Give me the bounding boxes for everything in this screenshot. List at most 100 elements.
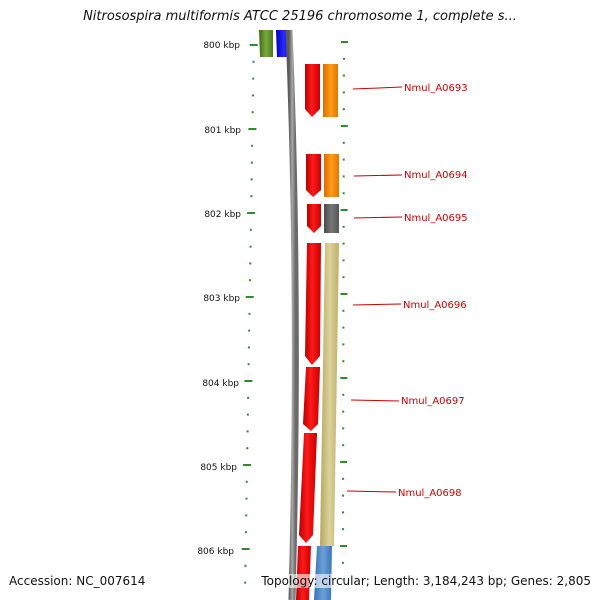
scale-tick	[342, 158, 345, 161]
gene-arrow-nmul-a0696[interactable]	[305, 243, 321, 365]
scale-tick	[245, 480, 248, 483]
scale-tick	[340, 293, 348, 295]
scale-tick	[342, 57, 345, 60]
scale-tick	[342, 393, 345, 396]
gene-label-nmul-a0698[interactable]: Nmul_A0698	[398, 488, 462, 499]
scale-tick	[342, 410, 345, 413]
scale-tick	[342, 360, 345, 363]
scale-tick	[249, 245, 252, 248]
scale-tick	[341, 561, 344, 564]
scale-tick	[248, 279, 251, 282]
scale-tick	[342, 108, 345, 111]
scale-tick	[342, 528, 345, 531]
scale-tick	[244, 531, 247, 534]
scale-tick	[247, 363, 250, 366]
scale-tick	[342, 175, 345, 178]
category-bar-nmul-a0693[interactable]	[323, 64, 338, 117]
gene-label-nmul-a0694[interactable]: Nmul_A0694	[404, 170, 468, 181]
category-bar-next[interactable]	[314, 546, 332, 600]
scale-tick	[340, 125, 348, 127]
scale-tick	[246, 447, 249, 450]
scale-tick	[250, 195, 253, 198]
scale-tick	[246, 413, 249, 416]
scale-tick	[340, 461, 348, 463]
gene-arrow-nmul-a0694[interactable]	[306, 154, 321, 197]
scale-tick	[339, 545, 347, 547]
kbp-label: 803 kbp	[203, 294, 240, 304]
kbp-label: 805 kbp	[200, 463, 237, 473]
category-bar-nmul-a0694[interactable]	[324, 154, 339, 197]
gene-label-nmul-a0693[interactable]: Nmul_A0693	[404, 83, 468, 94]
kbp-label: 806 kbp	[197, 547, 234, 557]
scale-tick	[342, 242, 345, 245]
scale-tick	[342, 343, 345, 346]
scale-tick	[342, 309, 345, 312]
scale-tick	[250, 178, 253, 181]
scale-tick	[251, 111, 254, 114]
topology-text: Topology: circular; Length: 3,184,243 bp…	[261, 574, 591, 588]
map-title: Nitrosospira multiformis ATCC 25196 chro…	[83, 9, 517, 24]
gene-arrow-nmul-a0695[interactable]	[307, 204, 321, 233]
kbp-label: 801 kbp	[204, 126, 241, 136]
leader-line	[353, 174, 403, 177]
scale-tick	[241, 548, 250, 550]
scale-tick	[342, 225, 345, 228]
scale-tick	[342, 326, 345, 329]
scale-tick	[340, 377, 348, 379]
scale-tick	[342, 477, 345, 480]
kbp-label: 802 kbp	[204, 210, 241, 220]
scale-tick	[252, 60, 255, 63]
scale-tick	[342, 427, 345, 430]
scale-tick	[251, 144, 254, 147]
scale-tick	[246, 430, 249, 433]
gene-arrow-next[interactable]	[296, 546, 311, 600]
scale-tick	[249, 44, 258, 46]
scale-tick	[342, 494, 345, 497]
scale-tick	[340, 41, 348, 43]
gene-label-nmul-a0695[interactable]: Nmul_A0695	[404, 213, 468, 224]
scale-tick	[342, 444, 345, 447]
top-green-feature[interactable]	[259, 30, 273, 57]
leader-line	[352, 303, 402, 306]
leader-line	[350, 399, 400, 402]
scale-tick	[342, 192, 345, 195]
gene-label-nmul-a0696[interactable]: Nmul_A0696	[403, 300, 467, 311]
scale-tick	[340, 209, 348, 211]
kbp-label: 800 kbp	[203, 41, 240, 51]
scale-tick	[251, 94, 254, 97]
gene-arrow-nmul-a0698[interactable]	[299, 433, 317, 543]
scale-tick	[342, 91, 345, 94]
gene-arrow-nmul-a0693[interactable]	[305, 64, 320, 117]
scale-tick	[244, 581, 247, 584]
scale-tick	[245, 497, 248, 500]
leader-line	[352, 86, 403, 90]
strand-track	[296, 64, 321, 600]
gene-arrow-nmul-a0697[interactable]	[303, 367, 320, 431]
scale-tick	[249, 228, 252, 231]
scale-tick	[244, 564, 247, 567]
scale-tick	[245, 514, 248, 517]
scale-tick	[252, 77, 255, 80]
scale-tick	[244, 380, 253, 382]
scale-tick	[248, 329, 251, 332]
scale-tick	[248, 128, 257, 130]
scale-ticks	[241, 41, 348, 584]
scale-tick	[342, 259, 345, 262]
scale-tick	[342, 74, 345, 77]
scale-tick	[243, 464, 252, 466]
scale-labels: 800 kbp 801 kbp 802 kbp 803 kbp 804 kbp …	[197, 41, 241, 557]
scale-tick	[342, 511, 345, 514]
scale-tick	[250, 161, 253, 164]
scale-tick	[249, 262, 252, 265]
scale-tick	[247, 212, 256, 214]
gene-label-nmul-a0697[interactable]: Nmul_A0697	[401, 396, 465, 407]
scale-tick	[245, 296, 254, 298]
category-bar-nmul-a0695[interactable]	[324, 204, 339, 233]
scale-tick	[342, 276, 345, 279]
leader-line	[353, 216, 403, 219]
category-bar-nmul-a0696-a0698[interactable]	[320, 243, 339, 546]
scale-tick	[247, 346, 250, 349]
sequence-backbone	[285, 29, 299, 600]
leader-line	[346, 490, 397, 493]
